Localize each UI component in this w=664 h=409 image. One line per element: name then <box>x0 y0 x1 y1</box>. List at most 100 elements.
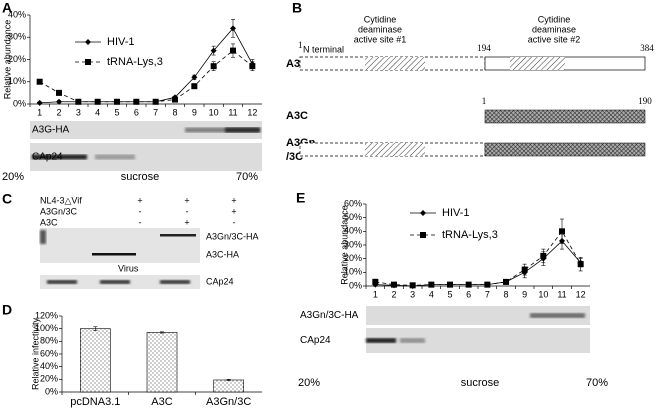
marker <box>447 281 453 288</box>
marker <box>428 281 435 288</box>
sign: - <box>186 206 189 216</box>
site-label: deaminase <box>358 24 402 34</box>
fraction-label: Virus <box>118 263 139 273</box>
panel-letter: B <box>292 0 302 16</box>
x-tick-label: 3 <box>76 107 81 117</box>
position-label: 194 <box>477 43 491 53</box>
marker <box>210 47 217 54</box>
sign: + <box>184 217 189 227</box>
panel-c: C NL4-3△Vif A3Gn/3C A3C + + + - - + - + … <box>2 191 259 289</box>
y-axis-title: Relative abundance <box>339 205 349 285</box>
sign: + <box>184 195 189 205</box>
x-tick-label: 2 <box>391 289 396 299</box>
sign: - <box>139 217 142 227</box>
marker <box>230 25 236 32</box>
x-tick-label: 10 <box>209 107 219 117</box>
x-tick-label: 9 <box>192 107 197 117</box>
gradient-label: 70% <box>586 377 608 389</box>
active-site <box>365 57 425 70</box>
legend-label: HIV-1 <box>107 36 135 48</box>
domain <box>484 109 646 124</box>
condition-label: NL4-3△Vif <box>40 195 82 205</box>
n-terminal-label: N terminal <box>303 44 344 54</box>
marker <box>372 278 379 285</box>
x-tick-label: 4 <box>95 107 100 117</box>
x-tick-label: 1 <box>37 107 42 117</box>
panel-letter: C <box>2 191 12 207</box>
blot <box>40 228 200 263</box>
gel-band <box>366 338 396 343</box>
band <box>92 253 136 256</box>
y-tick-label: 120% <box>35 310 58 320</box>
legend-label: tRNA-Lys,3 <box>442 229 498 241</box>
marker <box>521 266 528 273</box>
band-label: A3C-HA <box>206 249 239 259</box>
line <box>375 240 581 287</box>
x-tick-label: 11 <box>557 289 566 299</box>
bar <box>213 379 244 393</box>
y-tick-label: 20% <box>344 253 362 263</box>
y-tick-label: 30% <box>8 32 26 42</box>
marker <box>94 98 101 105</box>
marker <box>191 83 198 90</box>
marker <box>56 89 62 96</box>
row-label: /3C <box>286 151 303 163</box>
gel-label: CAp24 <box>300 335 331 346</box>
marker <box>210 63 217 70</box>
y-tick-label: 20% <box>8 54 26 64</box>
gel-band <box>400 338 425 343</box>
position-label: 190 <box>638 96 652 106</box>
marker <box>75 98 82 105</box>
marker <box>152 98 159 105</box>
gel-label: CAp24 <box>32 152 63 163</box>
x-tick-label: 4 <box>429 289 434 299</box>
y-tick-label: 40% <box>40 361 58 371</box>
x-tick-label: A3C <box>151 396 172 408</box>
site-label: active site #1 <box>354 34 407 44</box>
position-label: 1 <box>482 96 487 106</box>
y-tick-label: 100% <box>35 323 58 333</box>
marker <box>484 281 491 288</box>
marker <box>114 98 120 105</box>
gradient-label: 20% <box>298 377 320 389</box>
gel-label: A3G-HA <box>32 125 70 136</box>
y-axis-title: Relative infectivity <box>30 317 40 390</box>
gel-strip <box>30 121 262 139</box>
x-tick-label: 5 <box>447 289 452 299</box>
x-tick-label: 2 <box>56 107 61 117</box>
band <box>160 234 196 237</box>
marker <box>56 98 62 105</box>
x-tick-label: 6 <box>466 289 471 299</box>
panel-letter: A <box>2 0 12 16</box>
x-tick-label: 12 <box>576 289 586 299</box>
band <box>160 280 190 284</box>
x-tick-label: 7 <box>485 289 490 299</box>
y-tick-label: 30% <box>344 239 362 249</box>
sign: + <box>231 206 236 216</box>
panel-letter: E <box>296 190 305 206</box>
marker <box>577 261 584 268</box>
gel-band <box>530 313 585 318</box>
x-tick-label: pcDNA3.1 <box>70 396 120 408</box>
sign: + <box>231 195 236 205</box>
gradient-label: sucrose <box>461 377 500 389</box>
x-tick-label: 12 <box>247 107 257 117</box>
y-tick-label: 0% <box>349 280 362 290</box>
y-tick-label: 80% <box>40 336 58 346</box>
condition-label: A3Gn/3C <box>40 206 78 216</box>
x-tick-label: 11 <box>228 107 237 117</box>
gradient-label: sucrose <box>121 171 160 183</box>
gel-band <box>185 127 260 133</box>
gel-band <box>225 127 260 133</box>
marker <box>230 47 236 54</box>
y-tick-label: 60% <box>40 348 58 358</box>
x-tick-label: 3 <box>410 289 415 299</box>
sign: + <box>137 195 142 205</box>
marker <box>172 96 178 103</box>
marker <box>249 63 256 70</box>
line <box>39 27 253 104</box>
bar <box>146 332 178 393</box>
marker <box>559 228 565 235</box>
